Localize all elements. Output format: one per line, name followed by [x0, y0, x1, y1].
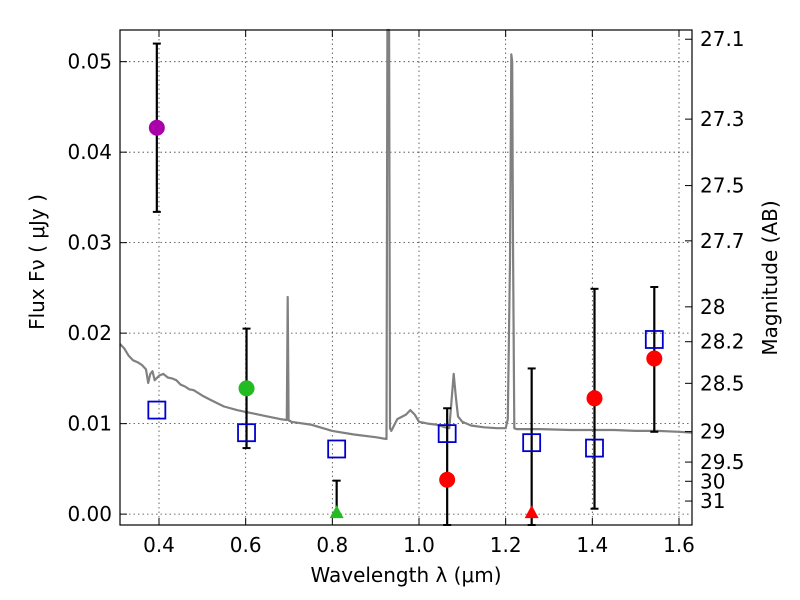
y2-tick-label: 31	[700, 489, 725, 513]
x-tick-label: 1.4	[576, 533, 608, 557]
observed-point	[439, 471, 456, 488]
model-photometry-point	[437, 424, 457, 444]
x-tick-label: 0.4	[143, 533, 175, 557]
model-photometry-point	[327, 439, 347, 459]
y-tick-label: 0.00	[67, 502, 112, 526]
model-photometry-point	[644, 330, 664, 349]
y2-tick-label: 27.1	[700, 27, 745, 51]
plot-frame	[119, 29, 693, 526]
observed-point	[238, 380, 255, 397]
upper-limit-point	[329, 505, 344, 519]
y2-tick-label: 27.7	[700, 229, 745, 253]
y2-tick-label: 27.5	[700, 174, 745, 198]
y2-tick-label: 29.5	[700, 450, 745, 474]
x-axis-title: Wavelength λ (μm)	[310, 563, 501, 587]
y2-axis-title: Magnitude (AB)	[758, 200, 782, 355]
observed-point	[586, 390, 603, 407]
y-tick-label: 0.02	[67, 321, 112, 345]
x-tick-label: 1.6	[663, 533, 695, 557]
model-photometry-point	[585, 438, 604, 458]
model-photometry-point	[522, 433, 542, 453]
y-axis-title: Flux Fν ( μJy )	[25, 194, 49, 330]
x-tick-label: 1.2	[490, 533, 522, 557]
y-tick-label: 0.03	[67, 231, 112, 255]
y-tick-label: 0.05	[67, 50, 112, 74]
sed-model-line	[119, 28, 693, 441]
model-photometry-point	[147, 400, 167, 420]
observed-point	[148, 119, 165, 136]
y2-tick-label: 28.5	[700, 371, 745, 395]
x-tick-label: 0.8	[316, 533, 348, 557]
upper-limit-point	[524, 505, 539, 519]
y2-tick-label: 29	[700, 420, 725, 444]
axes: 0.4 0.6 0.8 1.0 1.2 1.4 1.6 0.00 0.01 0.02 0.03 0.0…	[67, 27, 744, 557]
markers	[147, 42, 664, 526]
y2-tick-label: 27.3	[700, 107, 745, 131]
series	[119, 28, 693, 441]
x-tick-label: 1.0	[403, 533, 435, 557]
x-tick-label: 0.6	[230, 533, 262, 557]
grid	[120, 30, 692, 525]
y2-tick-label: 28	[700, 295, 725, 319]
y-tick-label: 0.01	[67, 412, 112, 436]
y2-tick-label: 28.2	[700, 330, 745, 354]
model-photometry-point	[237, 423, 256, 443]
y-tick-label: 0.04	[67, 140, 112, 164]
y2-tick-label: 30	[700, 469, 725, 493]
observed-point	[646, 350, 663, 367]
